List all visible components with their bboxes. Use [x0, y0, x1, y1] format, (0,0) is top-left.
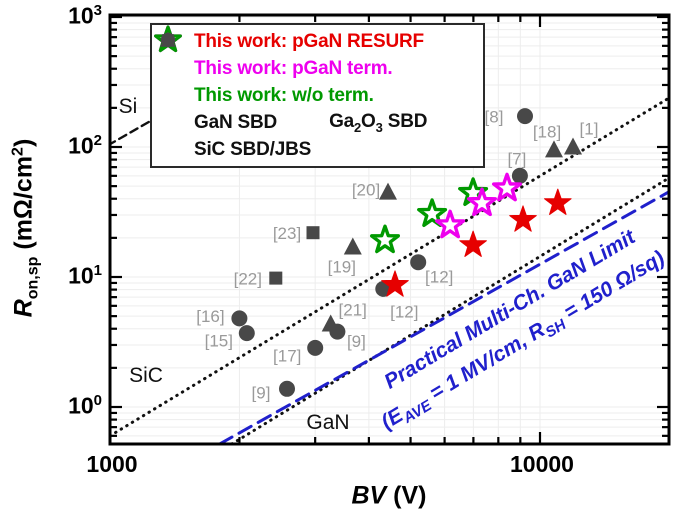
sic-line-label: SiC [129, 364, 163, 387]
legend: This work: pGaN RESURF This work: pGaN t… [150, 23, 485, 168]
ref-tag-21: [21] [339, 301, 367, 320]
y-axis-title-symbol: R [9, 299, 38, 318]
point-gan-sbd-8 [517, 108, 533, 125]
y-axis-title-subscript: on,sp [24, 256, 42, 300]
point-resurf-4 [543, 188, 572, 215]
point-gan-sbd-15 [238, 325, 255, 342]
point-ga2o3-sbd-23 [306, 226, 320, 240]
legend-row-gan-ga2o3-sbd: GaN SBD Ga2O3 SBD [156, 32, 479, 136]
y-tick-label-10e3: 103 [68, 2, 102, 29]
point-sic-sbd-jbs-20 [379, 182, 397, 200]
point-gan-sbd-16 [231, 310, 248, 327]
reference-tags: [16][15][9][17][9][12][12][7][8][22][23]… [196, 108, 598, 403]
ref-tag-18: [18] [533, 122, 561, 141]
ref-tag-20: [20] [352, 181, 380, 200]
gan-limit-line [230, 176, 669, 444]
y-tick-label-10e0: 100 [68, 392, 102, 419]
y-tick-label-10e2: 102 [68, 132, 102, 159]
legend-label-wo-term: This work: w/o term. [194, 84, 374, 106]
point-pgan-term-1 [435, 209, 466, 239]
ref-tag-1: [1] [580, 120, 599, 139]
x-axis-title: BV (V) [351, 482, 426, 511]
y-tick-label-10e1: 101 [68, 262, 102, 289]
si-line-label: Si [118, 95, 138, 118]
ref-tag-23: [23] [273, 224, 301, 243]
point-ga2o3-sbd-22 [269, 271, 283, 285]
point-gan-sbd-9 [279, 380, 295, 397]
si-limit-line [110, 119, 152, 146]
point-pgan-term-2 [466, 187, 498, 217]
plot-frame [108, 13, 671, 446]
legend-row-wo-term: This work: w/o term. [154, 25, 479, 109]
ref-tag-8: [8] [485, 108, 504, 127]
point-sic-sbd-jbs-18 [545, 140, 563, 158]
y-axis-title-units-sup: 2 [9, 147, 27, 156]
ref-tag-9: [9] [347, 332, 366, 351]
ref-tag-12: [12] [390, 302, 418, 321]
point-gan-sbd-7 [511, 167, 528, 184]
legend-row-pgan-term: This work: pGaN term. [154, 25, 479, 82]
point-gan-sbd-17 [307, 339, 324, 356]
x-axis-title-units: (V) [386, 481, 427, 510]
legend-label-sic-sbd: SiC SBD/JBS [194, 138, 312, 160]
y-axis-title-units: (mΩ/cm [9, 155, 38, 257]
data-points [231, 108, 582, 397]
point-resurf-3 [509, 205, 537, 232]
y-axis-title: Ron,sp (mΩ/cm2) [9, 139, 42, 318]
point-resurf-1 [381, 270, 409, 297]
ref-tag-15: [15] [205, 332, 233, 351]
point-pgan-term-3 [491, 172, 523, 202]
gan-line-label: GaN [306, 411, 350, 434]
ref-tag-19: [19] [328, 258, 356, 277]
point-gan-sbd-12 [410, 254, 427, 271]
point-sic-sbd-jbs-1 [564, 137, 582, 155]
legend-label-ga2o3-sbd: Ga2O3 SBD [329, 110, 428, 135]
point-sic-sbd-jbs-21 [321, 314, 340, 332]
y-axis-title-units-close: ) [9, 138, 38, 148]
ref-tag-9: [9] [252, 383, 271, 402]
ref-tag-12: [12] [425, 268, 453, 287]
x-axis-title-symbol: BV [351, 481, 387, 510]
sic-limit-line [110, 96, 669, 438]
reference-lines [110, 96, 669, 444]
ref-tag-22: [22] [234, 270, 262, 289]
x-tick-label-1000: 1000 [86, 451, 138, 477]
ref-tag-7: [7] [507, 149, 526, 168]
multi-ch-gan-limit-line [218, 190, 669, 444]
legend-label-pgan-resurf: This work: pGaN RESURF [194, 30, 424, 52]
x-tick-label-10000: 10000 [510, 451, 574, 477]
ref-tag-17: [17] [273, 346, 301, 365]
point-wo-term-2 [417, 198, 448, 228]
legend-row-pgan-resurf: This work: pGaN RESURF [155, 26, 479, 55]
legend-label-pgan-term: This work: pGaN term. [194, 57, 393, 79]
ref-tag-16: [16] [196, 307, 224, 326]
point-resurf-2 [459, 230, 487, 257]
legend-row-sic-sbd: SiC SBD/JBS [156, 31, 479, 163]
point-sic-sbd-jbs-19 [343, 237, 362, 255]
point-wo-term-1 [369, 224, 401, 254]
legend-label-gan-sbd: GaN SBD [194, 111, 278, 133]
